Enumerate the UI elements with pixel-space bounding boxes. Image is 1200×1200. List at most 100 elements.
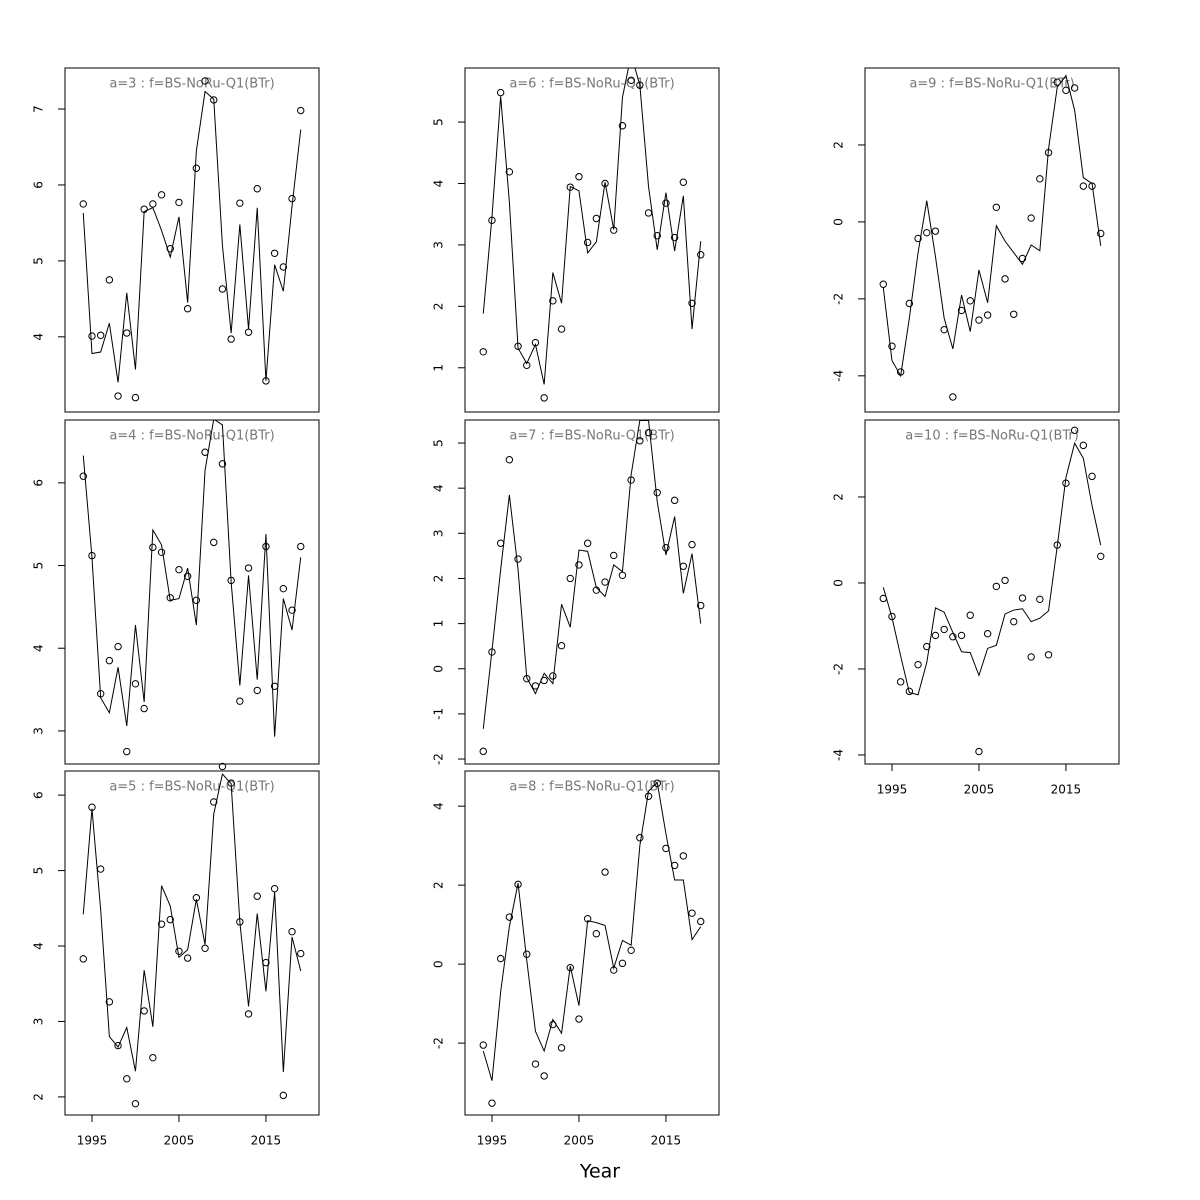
data-point [992, 203, 1001, 211]
data-point [210, 798, 218, 806]
data-point [679, 178, 688, 186]
panel-title: a=5 : f=BS-NoRu-Q1(BTr) [109, 780, 274, 795]
data-point [896, 678, 905, 686]
data-point [1062, 86, 1070, 95]
data-point [1010, 310, 1018, 318]
data-point [966, 297, 974, 305]
data-point [531, 338, 540, 347]
y-tick-label: 4 [32, 644, 46, 652]
data-point [914, 234, 922, 243]
y-tick-label: -2 [832, 293, 846, 305]
panel-title: a=9 : f=BS-NoRu-Q1(BTr) [909, 77, 1074, 92]
data-point [227, 779, 235, 787]
data-point [1027, 653, 1035, 661]
data-point [627, 76, 635, 84]
data-point [270, 682, 279, 690]
data-point [105, 998, 114, 1006]
data-point [175, 198, 183, 207]
data-point [610, 226, 618, 234]
data-point [279, 1091, 288, 1100]
data-point [236, 199, 244, 207]
data-point [183, 572, 192, 580]
data-point [1062, 479, 1070, 487]
data-point [279, 263, 288, 271]
panel-frame [64, 67, 320, 413]
data-point [983, 311, 992, 319]
data-point [540, 394, 548, 402]
panel-title: a=10 : f=BS-NoRu-Q1(BTr) [905, 429, 1079, 444]
data-point [949, 393, 957, 401]
data-point [662, 199, 670, 207]
data-point [175, 565, 183, 574]
data-point [123, 747, 131, 756]
data-point [131, 393, 140, 402]
y-tick-label: 0 [832, 579, 846, 587]
data-point [131, 680, 140, 688]
data-point [888, 342, 896, 350]
panel-title: a=6 : f=BS-NoRu-Q1(BTr) [509, 77, 674, 92]
data-point [583, 539, 592, 547]
series-line [482, 68, 702, 385]
data-point [931, 631, 940, 640]
data-point [992, 582, 1001, 591]
data-point [1001, 576, 1009, 585]
data-point [479, 348, 487, 356]
data-point [236, 918, 244, 926]
data-point [949, 633, 957, 641]
series-line [882, 441, 1102, 696]
data-point [1088, 472, 1096, 481]
data-point [557, 1044, 566, 1052]
data-point [253, 892, 261, 900]
data-point [1010, 617, 1018, 626]
data-point [496, 539, 505, 547]
y-tick-label: -2 [832, 663, 846, 675]
data-point [1018, 254, 1027, 263]
data-point [479, 747, 487, 756]
panel-title: a=4 : f=BS-NoRu-Q1(BTr) [109, 429, 274, 444]
data-point [966, 611, 974, 619]
data-point [688, 909, 696, 917]
data-point [201, 77, 209, 85]
data-point [1053, 78, 1061, 86]
y-tick-label: -4 [832, 370, 846, 382]
y-tick-label: 2 [432, 575, 446, 583]
x-tick-label: 2005 [164, 1134, 195, 1148]
data-point [505, 913, 514, 921]
data-point [557, 642, 566, 650]
data-point [96, 690, 105, 698]
data-point [1044, 651, 1053, 659]
data-point [166, 594, 174, 602]
data-point [592, 214, 601, 223]
data-point [149, 200, 157, 208]
y-tick-label: 2 [832, 141, 846, 149]
series-line [882, 74, 1102, 378]
data-point [114, 392, 122, 400]
y-tick-label: 4 [432, 802, 446, 810]
y-tick-label: 2 [432, 881, 446, 889]
data-point [262, 542, 270, 551]
panel-title: a=7 : f=BS-NoRu-Q1(BTr) [509, 429, 674, 444]
data-point [905, 687, 914, 696]
data-point [679, 852, 688, 860]
data-point [940, 625, 948, 634]
data-point [575, 561, 583, 569]
y-tick-label: 5 [32, 867, 46, 875]
y-tick-label: 3 [32, 727, 46, 735]
data-point [288, 194, 296, 203]
data-point [123, 329, 131, 337]
data-point [236, 697, 244, 705]
y-tick-label: 4 [432, 180, 446, 188]
data-point [1027, 214, 1035, 222]
data-point [523, 674, 531, 683]
data-point [566, 963, 574, 972]
data-point [192, 164, 201, 172]
data-point [957, 306, 966, 315]
panel-frame [64, 770, 320, 1116]
data-point [140, 205, 148, 213]
data-point [592, 586, 601, 594]
data-point [610, 551, 618, 560]
y-tick-label: 4 [32, 942, 46, 950]
data-point [644, 428, 653, 437]
data-point [288, 927, 296, 936]
data-point [114, 642, 122, 651]
